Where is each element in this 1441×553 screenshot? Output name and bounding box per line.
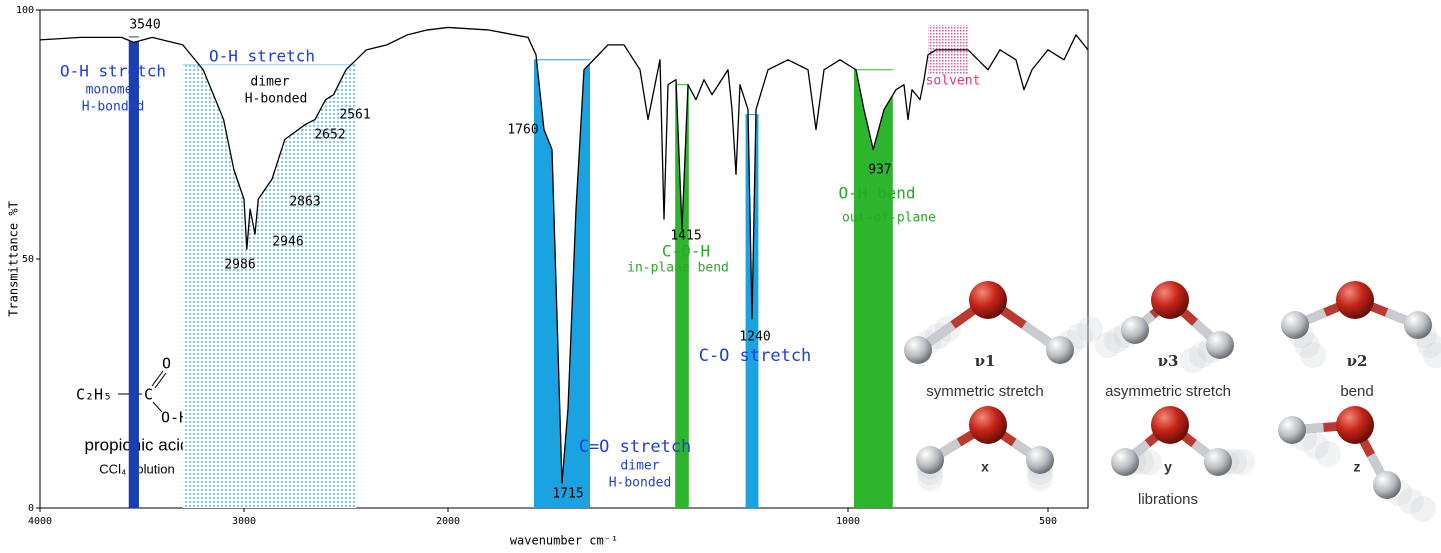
- hydrogen: [1281, 311, 1309, 339]
- bond: [154, 372, 167, 389]
- ghost-atom: [1067, 323, 1093, 349]
- y-tick-label: 0: [28, 503, 34, 514]
- x-tick-label: 1000: [836, 516, 860, 527]
- peak-fill: [128, 36, 139, 508]
- libration-label: librations: [1138, 491, 1198, 508]
- formula: O-H: [161, 409, 188, 427]
- peak-fill: [675, 84, 689, 508]
- ghost-atom: [1077, 316, 1103, 342]
- ghost-atom: [1294, 332, 1320, 358]
- hydrogen: [1206, 331, 1234, 359]
- annotation: H-bonded: [82, 100, 145, 115]
- mode-symbol: ν3: [1158, 352, 1179, 370]
- annotation: H-bonded: [245, 92, 308, 107]
- annotation: 2946: [272, 235, 303, 250]
- oxygen: [1336, 406, 1374, 444]
- mode-name: bend: [1340, 383, 1373, 400]
- x-tick-label: 2000: [436, 516, 460, 527]
- ghost-atom: [1398, 488, 1424, 514]
- oxygen: [1336, 281, 1374, 319]
- spectrum: [39, 26, 1089, 484]
- annotation: in-plane bend: [627, 261, 729, 276]
- hydrogen: [1046, 336, 1074, 364]
- mode-symbol: ν2: [1347, 352, 1368, 370]
- x-tick-label: 500: [1039, 516, 1057, 527]
- libration-axis: x: [981, 459, 989, 475]
- formula: C: [144, 386, 153, 404]
- annotation: 2652: [314, 128, 345, 143]
- annotation: dimer: [620, 459, 659, 474]
- hydrogen: [1121, 316, 1149, 344]
- hydrogen: [916, 446, 944, 474]
- y-tick-label: 50: [22, 254, 34, 265]
- hydrogen: [1278, 416, 1306, 444]
- bond: [152, 401, 163, 413]
- hydrogen: [1404, 311, 1432, 339]
- annotation: out-of-plane: [842, 211, 936, 226]
- ghost-atom: [1229, 449, 1255, 475]
- hydrogen: [904, 336, 932, 364]
- y-tick-label: 100: [16, 5, 34, 16]
- bond: [151, 370, 164, 387]
- ghost-atom: [1300, 342, 1326, 368]
- annotation: monomer: [86, 83, 141, 98]
- hydrogen: [1026, 446, 1054, 474]
- annotation: O-H stretch: [209, 47, 315, 66]
- libration-axis: z: [1354, 459, 1361, 475]
- annotation: C=O stretch: [579, 437, 692, 457]
- annotation: O-H stretch: [60, 62, 166, 81]
- x-tick-label: 4000: [28, 516, 52, 527]
- mode-name: asymmetric stretch: [1105, 383, 1231, 400]
- annotation: H-bonded: [609, 476, 672, 491]
- annotation: 2561: [339, 108, 370, 123]
- oxygen: [1151, 406, 1189, 444]
- ghost-atom: [1417, 332, 1441, 358]
- annotation: 2986: [224, 258, 255, 273]
- libration-axis: y: [1164, 459, 1172, 475]
- annotation: O-H bend: [838, 184, 915, 203]
- oxygen: [1151, 281, 1189, 319]
- ghost-atom: [1315, 441, 1341, 467]
- annotation: 1715: [552, 487, 583, 502]
- annotation: C-O-H: [662, 242, 710, 261]
- oxygen: [969, 406, 1007, 444]
- ghost-atom: [1423, 342, 1441, 368]
- peak-fill: [854, 69, 893, 508]
- x-tick-label: 3000: [232, 516, 256, 527]
- ghost-atom: [1095, 332, 1121, 358]
- annotation: 1760: [507, 123, 538, 138]
- mode-symbol: ν1: [975, 352, 996, 370]
- ghost-atom: [1410, 496, 1436, 522]
- annotation: 2863: [289, 195, 320, 210]
- annotation: dimer: [250, 75, 289, 90]
- formula: C₂H₅: [76, 386, 112, 404]
- mode-name: symmetric stretch: [926, 383, 1044, 400]
- x-axis-label: wavenumber cm⁻¹: [510, 534, 618, 548]
- ghost-atom: [1180, 347, 1206, 373]
- annotation: solvent: [926, 74, 981, 89]
- y-axis-label: Transmittance %T: [7, 201, 21, 317]
- annotation: 937: [868, 163, 891, 178]
- formula: O: [162, 355, 171, 373]
- annotation: C-O stretch: [699, 346, 812, 366]
- ghost-atom: [1136, 449, 1162, 475]
- ghost-atom: [1303, 433, 1329, 459]
- annotation: 1240: [739, 330, 770, 345]
- oxygen: [969, 281, 1007, 319]
- annotation: 1415: [670, 229, 701, 244]
- hydrogen: [1373, 471, 1401, 499]
- hydrogen: [1204, 448, 1232, 476]
- annotation: 3540: [129, 18, 160, 33]
- hydrogen: [1111, 448, 1139, 476]
